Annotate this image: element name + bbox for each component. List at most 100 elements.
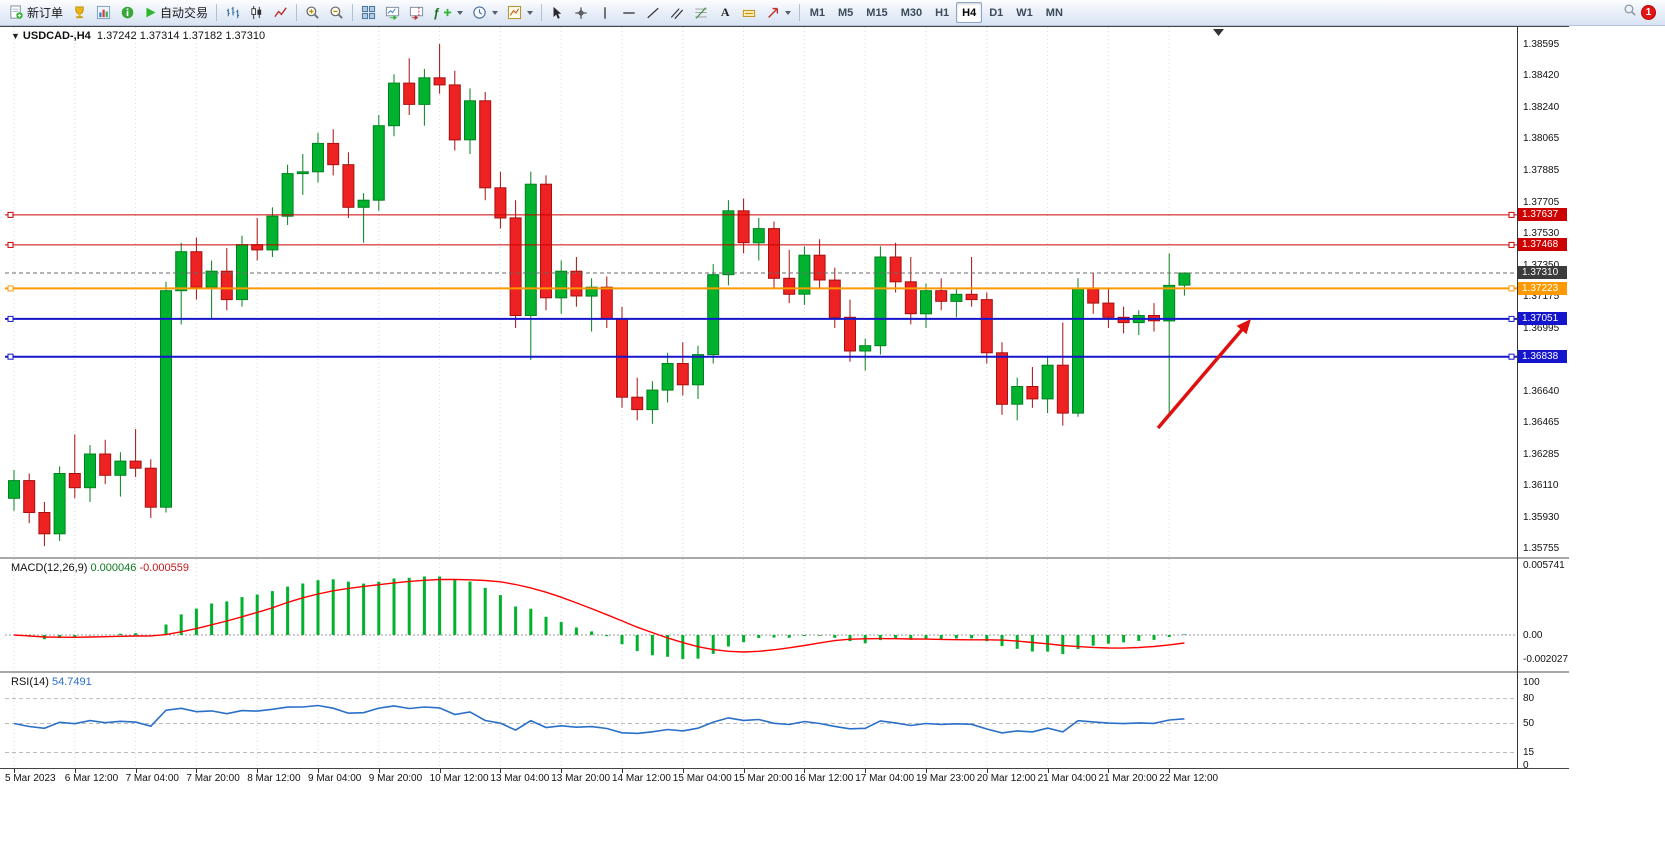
time-axis-label: 6 Mar 12:00	[64, 773, 119, 784]
line-handle[interactable]	[7, 285, 14, 292]
timeframe-m30[interactable]: M30	[895, 2, 928, 23]
timeframe-mn[interactable]: MN	[1040, 2, 1069, 23]
candle-body	[1117, 316, 1130, 324]
bar-chart-button[interactable]	[221, 2, 244, 23]
arrow-shape-icon	[766, 6, 780, 20]
search-icon[interactable]	[1623, 3, 1637, 22]
macd-panel[interactable]: MACD(12,26,9) 0.000046 -0.000559	[5, 559, 1517, 671]
shapes-button[interactable]	[762, 2, 795, 23]
auto-scroll-button[interactable]	[381, 2, 404, 23]
time-axis-tick	[682, 769, 684, 773]
candle-body	[220, 270, 233, 301]
time-axis-label: 8 Mar 12:00	[247, 773, 301, 784]
time-axis[interactable]: 5 Mar 2023 6 Mar 12:00 7 Mar 04:00 7 Mar 20…	[5, 769, 1565, 791]
price-scale-label: 1.37705	[1523, 197, 1560, 209]
candle-body	[707, 274, 720, 356]
info-icon-button[interactable]	[116, 2, 139, 23]
trophy-icon-button[interactable]	[68, 2, 91, 23]
candle-body	[342, 164, 355, 208]
line-handle[interactable]	[1508, 211, 1515, 218]
horizontal-line-tool[interactable]	[618, 2, 641, 23]
zoom-in-button[interactable]	[301, 2, 324, 23]
candle-body	[965, 293, 978, 301]
trendline-tool[interactable]	[642, 2, 665, 23]
time-axis-label: 15 Mar 20:00	[733, 773, 793, 784]
price-scale-label: 1.37885	[1523, 165, 1560, 177]
rsi-chart	[5, 673, 1517, 768]
new-order-label: 新订单	[27, 6, 64, 20]
text-label-tool[interactable]	[738, 2, 761, 23]
vertical-line-tool[interactable]	[594, 2, 617, 23]
timeframe-m15[interactable]: M15	[860, 2, 893, 23]
timeframe-d1[interactable]: D1	[983, 2, 1009, 23]
time-axis-label: 14 Mar 12:00	[612, 773, 671, 784]
candle-body	[418, 77, 431, 105]
trend-arrow-object[interactable]	[1156, 323, 1248, 430]
line-handle[interactable]	[1508, 241, 1515, 248]
timeframe-h1[interactable]: H1	[929, 2, 955, 23]
line-handle[interactable]	[1508, 285, 1515, 292]
price-chart-panel[interactable]: ▼ USDCAD-,H4 1.37242 1.37314 1.37182 1.37…	[5, 27, 1517, 557]
text-tool[interactable]: A	[714, 2, 737, 23]
price-scale-label: 1.38240	[1523, 102, 1560, 114]
rsi-panel[interactable]: RSI(14) 54.7491	[5, 673, 1517, 768]
cursor-button[interactable]	[546, 2, 569, 23]
line-handle[interactable]	[1508, 315, 1515, 322]
time-axis-tick	[561, 769, 563, 773]
main-toolbar: 新订单 自动交易	[0, 0, 1665, 26]
tile-windows-button[interactable]	[357, 2, 380, 23]
panel-separator[interactable]	[0, 557, 1569, 559]
candle-body	[53, 473, 66, 535]
clock-icon	[472, 5, 487, 20]
crosshair-button[interactable]	[570, 2, 593, 23]
candle-body	[904, 281, 917, 315]
price-scale-label: 1.37350	[1523, 260, 1559, 271]
line-handle[interactable]	[7, 315, 14, 322]
candle-body	[266, 215, 279, 251]
crosshair-icon	[574, 6, 588, 20]
candle-body	[357, 199, 370, 208]
autotrading-button[interactable]: 自动交易	[140, 2, 212, 23]
reports-icon-button[interactable]	[92, 2, 115, 23]
timeframe-m5[interactable]: M5	[832, 2, 859, 23]
time-axis-tick	[135, 769, 137, 773]
candle-body	[1011, 386, 1024, 405]
fibonacci-tool[interactable]	[690, 2, 713, 23]
price-scale[interactable]: 1.38595 1.38420 1.38240 1.38065 1.37885 1.377…	[1518, 27, 1569, 557]
panel-separator[interactable]	[0, 671, 1569, 673]
candlestick-chart-button[interactable]	[245, 2, 268, 23]
periods-button[interactable]	[468, 2, 502, 23]
time-axis-tick	[622, 769, 623, 773]
candle-body	[996, 352, 1008, 405]
candle-body	[828, 279, 841, 318]
line-handle[interactable]	[1508, 353, 1515, 360]
channel-tool[interactable]	[666, 2, 689, 23]
chart-shift-marker[interactable]	[1213, 29, 1224, 36]
candle-body	[23, 480, 36, 514]
line-chart-button[interactable]	[269, 2, 292, 23]
new-order-icon	[9, 5, 24, 20]
reports-icon	[96, 5, 111, 20]
line-handle[interactable]	[7, 353, 14, 360]
chevron-down-icon	[784, 10, 791, 15]
price-scale-label: 1.38065	[1523, 133, 1560, 145]
candle-body	[327, 142, 340, 166]
candlestick-chart[interactable]	[5, 27, 1517, 557]
timeframe-h4[interactable]: H4	[956, 2, 983, 23]
timeframe-m1[interactable]: M1	[804, 2, 831, 23]
templates-button[interactable]	[503, 2, 537, 23]
toolbar-separator	[216, 4, 218, 21]
zoom-out-button[interactable]	[325, 2, 348, 23]
notification-badge[interactable]: 1	[1641, 5, 1656, 20]
candle-body	[1072, 288, 1084, 414]
line-chart-icon	[273, 5, 288, 20]
indicators-button[interactable]: ƒ	[429, 2, 467, 23]
chart-shift-button[interactable]	[405, 2, 428, 23]
chevron-down-icon	[456, 10, 463, 15]
price-scale-label: 1.35930	[1523, 512, 1560, 524]
timeframe-w1[interactable]: W1	[1010, 2, 1039, 23]
time-axis-label: 10 Mar 12:00	[429, 773, 489, 784]
line-handle[interactable]	[7, 241, 14, 248]
new-order-button[interactable]: 新订单	[5, 2, 67, 23]
line-handle[interactable]	[7, 211, 14, 218]
